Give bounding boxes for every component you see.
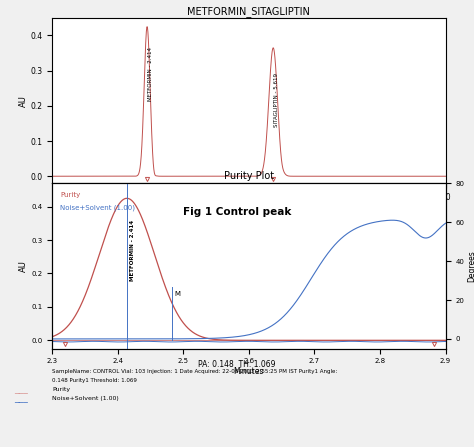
Text: ───: ─── — [14, 388, 28, 397]
Text: 0.148 Purity1 Threshold: 1.069: 0.148 Purity1 Threshold: 1.069 — [52, 378, 137, 383]
Text: ───: ─── — [14, 397, 28, 406]
Text: Purity: Purity — [60, 192, 80, 198]
Text: M: M — [175, 291, 181, 296]
Text: METFORMIN - 2.414: METFORMIN - 2.414 — [130, 219, 135, 281]
X-axis label: Minutes: Minutes — [234, 367, 264, 376]
Title: METFORMIN_SITAGLIPTIN: METFORMIN_SITAGLIPTIN — [187, 6, 310, 17]
Text: Fig 1 Control peak: Fig 1 Control peak — [183, 207, 291, 217]
Text: SITAGLIPTIN - 5.619: SITAGLIPTIN - 5.619 — [274, 73, 279, 127]
Text: Noise+Solvent (1.00): Noise+Solvent (1.00) — [60, 205, 135, 211]
Text: PA: 0.148  TH: 1.069: PA: 0.148 TH: 1.069 — [198, 360, 276, 369]
X-axis label: Minutes: Minutes — [232, 205, 265, 214]
Text: METFORMIN - 2.414: METFORMIN - 2.414 — [147, 47, 153, 101]
Text: Noise+Solvent (1.00): Noise+Solvent (1.00) — [52, 396, 119, 401]
Title: Purity Plot: Purity Plot — [224, 171, 274, 181]
Y-axis label: AU: AU — [18, 95, 27, 106]
Text: SampleName: CONTROL Vial: 103 Injection: 1 Date Acquired: 22-08-2013 2:55:25 PM : SampleName: CONTROL Vial: 103 Injection:… — [52, 369, 337, 374]
Y-axis label: AU: AU — [19, 260, 28, 272]
Text: Purity: Purity — [52, 387, 70, 392]
Y-axis label: Degrees: Degrees — [467, 250, 474, 282]
